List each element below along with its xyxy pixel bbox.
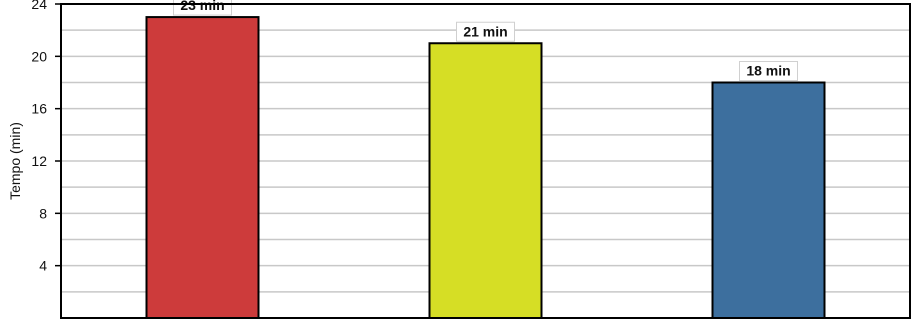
data-label-box — [456, 21, 515, 42]
y-axis: 4 8 12 16 20 24 — [31, 0, 911, 319]
y-tick-label: 16 — [31, 101, 47, 117]
bar — [428, 42, 543, 319]
data-label-box — [739, 61, 798, 81]
data-label: 18 min — [746, 63, 790, 79]
bars — [145, 16, 826, 319]
data-labels: 23 min 21 min 18 min — [173, 0, 798, 81]
data-label: 21 min — [463, 23, 507, 39]
y-tick-label: 8 — [39, 205, 47, 221]
y-tick-label: 20 — [31, 48, 47, 64]
y-axis-title: Tempo (min) — [7, 122, 23, 200]
y-tick-label: 12 — [31, 153, 47, 169]
bar — [145, 16, 260, 319]
bar — [711, 81, 826, 319]
data-label: 23 min — [180, 0, 224, 13]
y-tick-label: 4 — [39, 258, 47, 274]
y-tick-label: 24 — [31, 0, 47, 12]
